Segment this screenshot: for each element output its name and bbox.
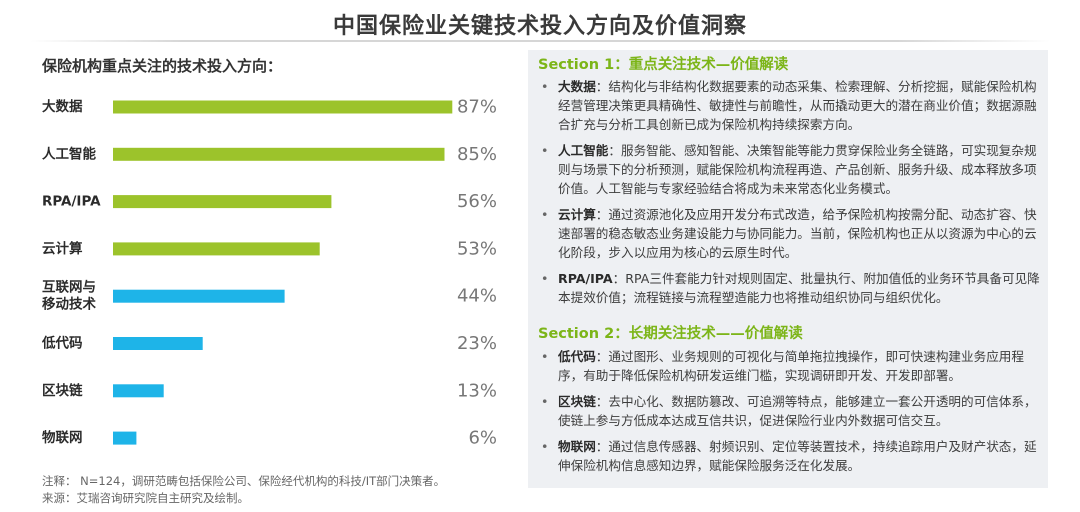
category-label: 低代码 xyxy=(41,335,83,352)
page-title: 中国保险业关键技术投入方向及价值洞察 xyxy=(332,14,747,39)
section1-item-keyword: 人工智能 xyxy=(558,143,609,158)
section1-item: 云计算：通过资源池化及应用开发分布式改造，给予保险机构按需分配、动态扩容、快速部… xyxy=(538,205,1042,262)
value-label: 44% xyxy=(457,286,497,307)
value-label: 85% xyxy=(457,144,497,165)
category-label: 区块链 xyxy=(42,382,83,399)
section1-item: 人工智能：服务智能、感知智能、决策智能等能力贯穿保险业务全链路，可实现复杂规则与… xyxy=(538,141,1042,198)
value-label: 13% xyxy=(457,380,497,401)
insight-panel: Section 1：重点关注技术—价值解读 大数据：结构化与非结构化数据要素的动… xyxy=(528,50,1048,488)
section2-item-keyword: 区块链 xyxy=(558,394,596,409)
section1-item-keyword: RPA/IPA xyxy=(558,271,613,286)
section2-item: 区块链：去中心化、数据防篡改、可追溯等特点，能够建立一套公开透明的可信体系，使链… xyxy=(538,392,1042,430)
category-label: 人工智能 xyxy=(42,145,96,162)
bar xyxy=(113,431,137,445)
category-label: 移动技术 xyxy=(42,296,96,313)
category-label: 物联网 xyxy=(42,429,83,446)
section2-item-text: ：通过图形、业务规则的可视化与简单拖拉拽操作，即可快速构建业务应用程序，有助于降… xyxy=(558,349,1024,383)
chart-source: 来源：艾瑞咨询研究院自主研究及绘制。 xyxy=(42,491,249,505)
chart-title: 保险机构重点关注的技术投入方向： xyxy=(42,57,283,75)
bar xyxy=(113,289,285,303)
value-label: 56% xyxy=(457,191,497,212)
category-label: 云计算 xyxy=(42,240,83,257)
section1-item-text: ：通过资源池化及应用开发分布式改造，给予保险机构按需分配、动态扩容、快速部署的稳… xyxy=(558,207,1037,260)
bar xyxy=(113,384,164,398)
section2-item-keyword: 低代码 xyxy=(558,349,596,364)
section1-title: Section 1：重点关注技术—价值解读 xyxy=(538,57,789,73)
section1-item-text: ：RPA三件套能力针对规则固定、批量执行、附加值低的业务环节具备可见降本提效价值… xyxy=(558,271,1040,305)
bar xyxy=(113,242,320,256)
section1-item-text: ：服务智能、感知智能、决策智能等能力贯穿保险业务全链路，可实现复杂规则与场景下的… xyxy=(558,143,1037,196)
section1-item-keyword: 云计算 xyxy=(558,207,596,222)
bar xyxy=(113,147,445,161)
section1-item-text: ：结构化与非结构化数据要素的动态采集、检索理解、分析挖掘，赋能保险机构经营管理决… xyxy=(558,79,1037,132)
section1-list: 大数据：结构化与非结构化数据要素的动态采集、检索理解、分析挖掘，赋能保险机构经营… xyxy=(538,77,1042,314)
section2-title: Section 2：长期关注技术——价值解读 xyxy=(538,326,803,342)
section2-list: 低代码：通过图形、业务规则的可视化与简单拖拉拽操作，即可快速构建业务应用程序，有… xyxy=(538,347,1042,482)
value-label: 53% xyxy=(457,238,497,259)
value-label: 87% xyxy=(457,97,497,118)
category-label: 互联网与 xyxy=(42,280,96,296)
category-label: 大数据 xyxy=(42,98,83,115)
bar xyxy=(113,195,332,209)
bar xyxy=(113,100,453,114)
section2-item-keyword: 物联网 xyxy=(558,439,596,454)
value-label: 23% xyxy=(457,333,497,354)
section2-item: 低代码：通过图形、业务规则的可视化与简单拖拉拽操作，即可快速构建业务应用程序，有… xyxy=(538,347,1042,385)
section2-item-text: ：通过信息传感器、射频识别、定位等装置技术，持续追踪用户及财产状态，延伸保险机构… xyxy=(558,439,1037,473)
section1-item-keyword: 大数据 xyxy=(558,79,596,94)
category-label: RPA/IPA xyxy=(42,194,101,210)
value-label: 6% xyxy=(468,428,497,449)
chart-note: 注释： N=124，调研范畴包括保险公司、保险经代机构的科技/IT部门决策者。 xyxy=(42,474,446,488)
bar xyxy=(113,337,203,350)
section2-item-text: ：去中心化、数据防篡改、可追溯等特点，能够建立一套公开透明的可信体系，使链上参与… xyxy=(558,394,1037,428)
section1-item: RPA/IPA：RPA三件套能力针对规则固定、批量执行、附加值低的业务环节具备可… xyxy=(538,269,1042,307)
section1-item: 大数据：结构化与非结构化数据要素的动态采集、检索理解、分析挖掘，赋能保险机构经营… xyxy=(538,77,1042,134)
section2-item: 物联网：通过信息传感器、射频识别、定位等装置技术，持续追踪用户及财产状态，延伸保… xyxy=(538,437,1042,475)
title-divider xyxy=(30,40,1050,42)
